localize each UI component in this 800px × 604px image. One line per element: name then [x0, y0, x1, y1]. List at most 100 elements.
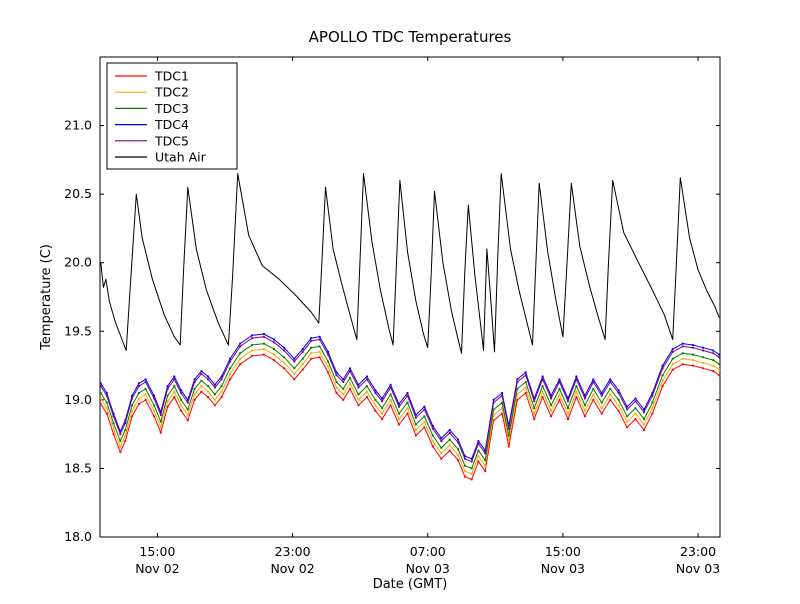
data-point-marker [159, 413, 162, 416]
x-tick-label-time: 23:00 [680, 544, 716, 559]
data-point-marker [492, 401, 495, 404]
data-point-marker [144, 398, 147, 401]
data-point-marker [301, 348, 304, 351]
data-point-marker [550, 415, 553, 418]
data-point-marker [200, 379, 203, 382]
data-point-marker [397, 412, 401, 415]
data-point-marker [229, 360, 232, 363]
data-point-marker [200, 372, 203, 375]
series-line [100, 348, 720, 475]
data-point-marker [229, 372, 232, 375]
data-point-marker [423, 405, 426, 408]
data-point-marker [541, 378, 544, 381]
data-point-marker [293, 372, 296, 375]
data-point-marker [159, 426, 162, 429]
data-point-marker [477, 449, 480, 452]
data-point-marker [239, 342, 242, 345]
data-point-marker [357, 383, 360, 386]
series-utah-air [100, 173, 720, 354]
data-point-marker [365, 390, 368, 393]
data-point-marker [229, 357, 232, 360]
data-point-marker [262, 342, 265, 345]
data-point-marker [448, 438, 451, 441]
x-tick-label-time: 07:00 [410, 544, 446, 559]
data-point-marker [634, 397, 637, 400]
data-point-marker [566, 412, 570, 415]
data-point-marker [470, 467, 473, 470]
data-point-marker [524, 386, 527, 389]
data-point-marker [661, 367, 664, 370]
data-point-marker [718, 356, 721, 359]
data-point-marker [310, 339, 313, 342]
data-point-marker [335, 374, 338, 377]
data-point-marker [342, 387, 345, 390]
data-point-marker [681, 345, 684, 348]
data-point-marker [310, 357, 313, 360]
data-point-marker [533, 418, 536, 421]
data-point-marker [335, 391, 338, 395]
data-point-marker [374, 398, 377, 401]
data-point-marker [193, 380, 196, 384]
data-point-marker [626, 420, 629, 423]
data-point-marker [381, 418, 384, 421]
data-point-marker [318, 356, 321, 359]
data-point-marker [186, 413, 189, 416]
data-point-marker [207, 396, 210, 399]
data-point-marker [293, 357, 296, 360]
data-point-marker [283, 349, 286, 352]
data-point-marker [501, 391, 504, 395]
data-point-marker [166, 387, 169, 390]
data-point-marker [484, 452, 487, 455]
data-point-marker [501, 394, 504, 397]
data-point-marker [272, 359, 276, 362]
data-point-marker [583, 409, 587, 412]
data-point-marker [137, 391, 140, 395]
data-point-marker [105, 407, 108, 410]
data-point-marker [600, 394, 603, 397]
series-tdc1 [99, 353, 721, 481]
data-point-marker [119, 439, 122, 443]
data-point-marker [272, 348, 276, 351]
y-tick-label: 18.0 [64, 529, 92, 544]
data-point-marker [374, 404, 377, 407]
data-point-marker [702, 367, 705, 370]
data-point-marker [124, 434, 127, 437]
data-point-marker [389, 398, 392, 401]
data-point-marker [626, 415, 629, 418]
y-tick-label: 19.0 [64, 392, 92, 407]
data-point-marker [365, 378, 368, 381]
data-point-marker [193, 387, 196, 390]
data-point-marker [153, 409, 156, 412]
data-point-marker [681, 342, 684, 345]
data-point-marker [180, 398, 183, 401]
data-point-marker [283, 346, 286, 349]
data-point-marker [448, 444, 451, 447]
data-point-marker [681, 352, 684, 355]
data-point-marker [702, 346, 705, 349]
data-point-marker [397, 418, 401, 421]
data-point-marker [186, 408, 189, 411]
data-point-marker [634, 407, 637, 410]
data-point-marker [617, 389, 620, 392]
data-point-marker [558, 393, 561, 396]
data-point-marker [516, 378, 519, 381]
data-point-marker [318, 350, 321, 353]
data-point-marker [558, 387, 561, 390]
data-point-marker [239, 345, 242, 348]
data-point-marker [507, 427, 510, 430]
y-axis-label: Temperature (C) [39, 244, 54, 351]
data-point-marker [335, 380, 338, 384]
x-tick-label-date: Nov 02 [135, 561, 179, 576]
data-point-marker [318, 345, 321, 348]
data-point-marker [477, 439, 480, 443]
data-point-marker [166, 400, 169, 403]
data-point-marker [283, 361, 286, 364]
data-point-marker [119, 450, 122, 454]
data-point-marker [318, 338, 321, 341]
data-point-marker [220, 390, 223, 393]
data-point-marker [463, 457, 466, 460]
data-point-marker [342, 380, 345, 384]
data-point-marker [634, 400, 637, 403]
data-point-marker [310, 346, 313, 349]
